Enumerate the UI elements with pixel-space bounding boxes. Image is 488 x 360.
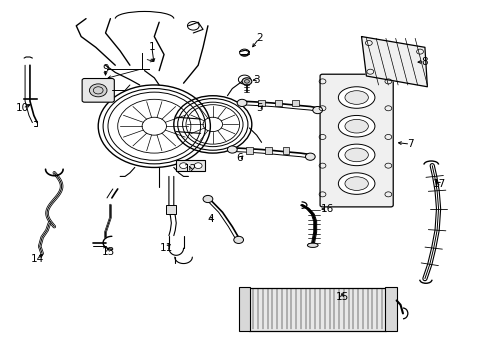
Text: 15: 15	[335, 292, 348, 302]
Ellipse shape	[338, 116, 374, 137]
Bar	[238, 287, 250, 331]
Circle shape	[242, 78, 251, 85]
Text: 10: 10	[16, 103, 29, 113]
Bar	[245, 147, 252, 154]
Text: 16: 16	[320, 204, 333, 214]
Bar	[282, 147, 289, 154]
Ellipse shape	[307, 243, 318, 247]
Ellipse shape	[344, 91, 367, 104]
Text: 6: 6	[236, 153, 243, 163]
Circle shape	[227, 146, 237, 153]
Text: 7: 7	[406, 139, 413, 149]
Text: 1: 1	[148, 42, 155, 52]
Ellipse shape	[344, 120, 367, 133]
Text: 17: 17	[432, 179, 445, 189]
Circle shape	[233, 236, 243, 243]
Bar	[176, 160, 205, 171]
Text: 5: 5	[255, 103, 262, 113]
Text: 13: 13	[101, 247, 114, 257]
Ellipse shape	[344, 177, 367, 190]
Text: 4: 4	[206, 215, 213, 224]
FancyBboxPatch shape	[82, 78, 114, 102]
Bar	[292, 100, 299, 107]
Ellipse shape	[338, 144, 374, 166]
Ellipse shape	[344, 148, 367, 162]
Text: 11: 11	[160, 243, 173, 253]
Bar	[249, 288, 385, 330]
Polygon shape	[361, 37, 427, 87]
Ellipse shape	[338, 87, 374, 108]
Text: 3: 3	[253, 75, 260, 85]
Circle shape	[237, 99, 246, 107]
Circle shape	[305, 153, 315, 160]
Circle shape	[312, 107, 322, 114]
Circle shape	[203, 195, 212, 203]
Circle shape	[89, 84, 107, 97]
Text: 8: 8	[421, 57, 427, 67]
Text: 14: 14	[31, 254, 44, 264]
Bar	[258, 100, 264, 107]
Circle shape	[194, 163, 202, 168]
Circle shape	[179, 163, 187, 168]
Text: 12: 12	[184, 164, 197, 174]
Circle shape	[244, 80, 249, 83]
FancyBboxPatch shape	[320, 74, 392, 207]
Text: 9: 9	[102, 64, 109, 74]
Text: 2: 2	[255, 33, 262, 43]
Bar	[166, 205, 176, 214]
Ellipse shape	[338, 173, 374, 194]
Bar	[275, 100, 282, 107]
Bar	[384, 287, 396, 331]
Bar	[265, 147, 272, 154]
